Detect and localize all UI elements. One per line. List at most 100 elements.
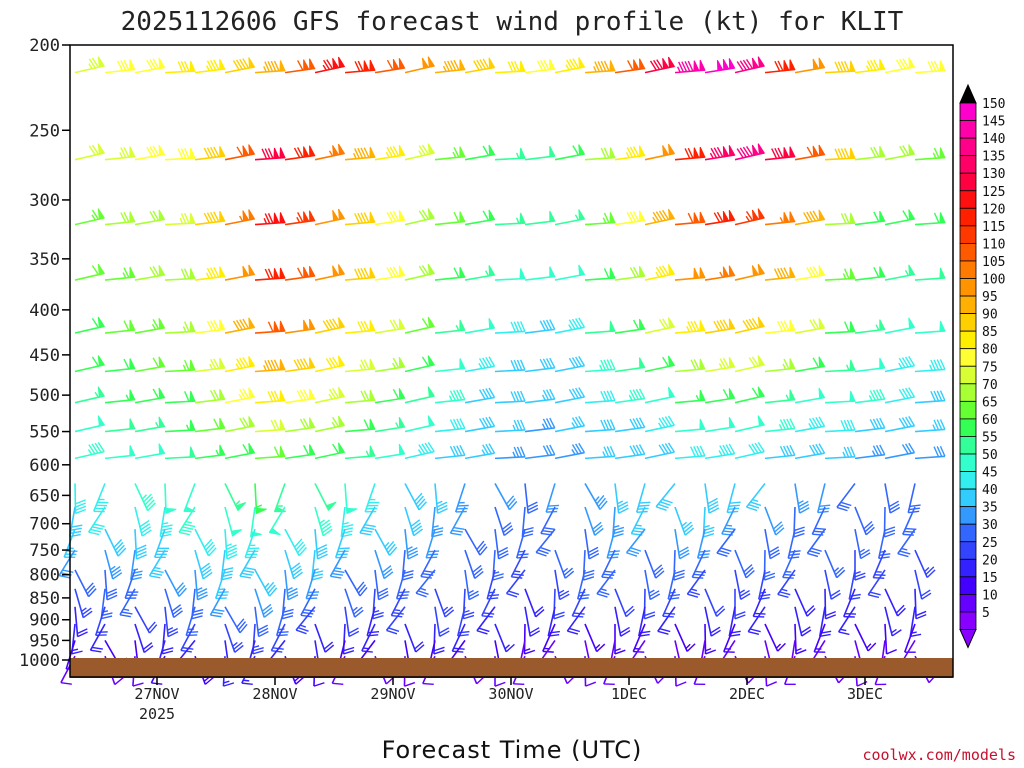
barb-feather	[282, 615, 294, 620]
barb-pennant	[879, 266, 886, 278]
wind-barb	[104, 549, 123, 580]
barb-feather	[213, 389, 220, 401]
barb-feather	[520, 446, 526, 458]
barb-pennant	[97, 208, 106, 220]
barb-pennant	[219, 417, 226, 430]
barb-feather	[203, 538, 213, 548]
barb-feather	[661, 498, 673, 504]
barb-feather	[710, 147, 718, 159]
barb-pennant	[97, 316, 106, 329]
wind-barb	[344, 358, 376, 373]
barb-feather	[870, 59, 877, 71]
barb-feather	[632, 445, 639, 456]
barb-feather	[718, 549, 730, 555]
barb-pennant	[273, 321, 280, 333]
barb-feather	[585, 681, 597, 687]
barb-feather	[75, 499, 86, 505]
barb-pennant	[751, 265, 760, 277]
barb-feather	[929, 364, 933, 371]
barb-pennant	[668, 143, 676, 156]
barb-feather	[543, 527, 555, 531]
barb-feather	[431, 533, 443, 538]
barb-feather	[812, 444, 819, 455]
wind-barb	[625, 528, 646, 557]
barb-pennant	[578, 144, 586, 156]
barb-feather	[662, 265, 670, 276]
wind-barb	[914, 588, 927, 620]
barb-feather	[536, 60, 544, 71]
wind-barb	[734, 355, 766, 373]
barb-pennant	[668, 56, 676, 69]
barb-pennant	[783, 211, 790, 224]
barb-feather	[771, 148, 778, 159]
wind-barb	[734, 56, 766, 74]
wind-barb	[884, 416, 916, 433]
barb-feather	[239, 417, 247, 428]
barb-feather	[612, 529, 624, 535]
wind-barb	[914, 549, 936, 578]
barb-feather	[867, 642, 877, 652]
barb-pennant	[273, 212, 280, 224]
barb-staff	[340, 506, 346, 537]
barb-feather	[719, 319, 727, 331]
barb-feather	[123, 267, 130, 278]
barb-feather	[705, 647, 712, 652]
barb-feather	[160, 530, 172, 535]
barb-pennant	[129, 389, 136, 401]
wind-barb	[635, 483, 651, 513]
barb-staff	[89, 623, 106, 651]
barb-feather	[293, 147, 301, 158]
barb-feather	[749, 628, 761, 633]
barb-feather	[716, 320, 723, 331]
wind-barb	[584, 60, 616, 74]
barb-feather	[742, 320, 750, 331]
barb-feather	[662, 356, 670, 367]
barb-feather	[295, 541, 304, 551]
barb-feather	[574, 214, 580, 221]
wind-barb	[884, 606, 902, 637]
wind-barb	[704, 623, 717, 655]
barb-pennant	[639, 357, 646, 369]
barb-feather	[155, 421, 160, 428]
y-tick-label: 250	[29, 121, 60, 141]
wind-barb	[614, 145, 646, 161]
barb-feather	[410, 519, 421, 528]
wind-barb	[824, 419, 856, 433]
barb-pennant	[303, 146, 310, 158]
barb-feather	[478, 362, 483, 369]
barb-feather	[363, 419, 370, 430]
barb-feather	[587, 546, 599, 554]
wind-barb	[884, 144, 916, 161]
barb-feather	[713, 147, 721, 158]
barb-feather	[417, 498, 426, 508]
barb-feather	[783, 418, 790, 430]
barb-feather	[378, 594, 389, 601]
barb-feather	[213, 319, 220, 331]
barb-feather	[897, 553, 909, 558]
barb-feather	[713, 212, 721, 223]
barb-feather	[386, 59, 394, 71]
barb-pennant	[849, 268, 856, 280]
barb-feather	[780, 267, 787, 279]
barb-feather	[769, 549, 780, 557]
barb-feather	[236, 146, 244, 157]
barb-pennant	[757, 355, 766, 367]
barb-staff	[614, 453, 645, 460]
barb-feather	[649, 593, 661, 601]
barb-feather	[213, 267, 220, 278]
barb-feather	[724, 527, 736, 531]
wind-barb	[524, 357, 556, 373]
barb-feather	[598, 590, 610, 596]
barb-feather	[232, 641, 238, 647]
barb-staff	[630, 506, 646, 535]
barb-feather	[609, 390, 616, 401]
barb-feather	[578, 416, 586, 427]
wind-barb	[344, 267, 376, 281]
barb-pennant	[332, 210, 340, 222]
barb-feather	[638, 388, 646, 399]
barb-feather	[132, 568, 139, 571]
barb-feather	[789, 418, 796, 429]
wind-barb	[794, 387, 826, 404]
barb-pennant	[609, 147, 616, 159]
barb-pennant	[309, 145, 316, 157]
